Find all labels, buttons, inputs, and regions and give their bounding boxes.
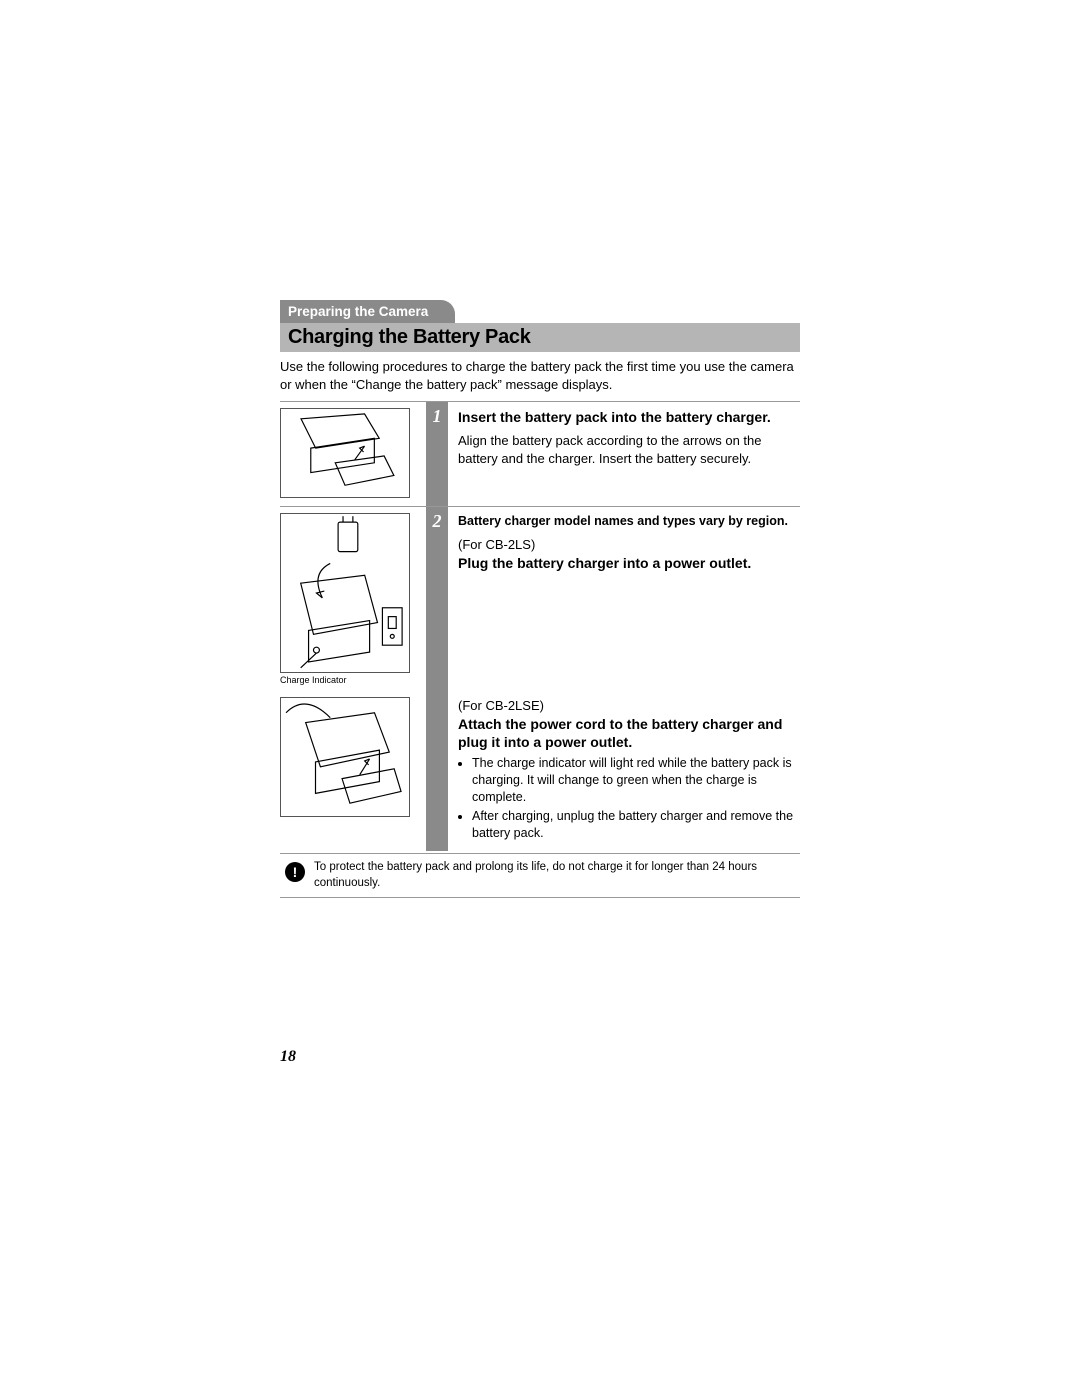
step1-body: Align the battery pack according to the … — [458, 432, 798, 467]
step2a-text: Battery charger model names and types va… — [448, 507, 800, 691]
step2b-variant-label: (For CB-2LSE) — [458, 697, 798, 715]
step2-note: Battery charger model names and types va… — [458, 513, 798, 530]
battery-insert-illustration — [280, 408, 410, 498]
step-number-spacer — [426, 691, 448, 851]
steps-container: 1 Insert the battery pack into the batte… — [280, 401, 800, 851]
step2a-variant-label: (For CB-2LS) — [458, 536, 798, 554]
manual-page: Preparing the Camera Charging the Batter… — [280, 300, 800, 898]
footnote: ! To protect the battery pack and prolon… — [280, 853, 800, 898]
step-row: 1 Insert the battery pack into the batte… — [280, 402, 800, 507]
section-tab-label: Preparing the Camera — [288, 304, 428, 319]
charger-cord-illustration — [280, 697, 410, 817]
footnote-text: To protect the battery pack and prolong … — [310, 860, 800, 891]
step2-number: 2 — [433, 511, 442, 531]
step-number-badge: 1 — [426, 402, 448, 506]
step-row: (For CB-2LSE) Attach the power cord to t… — [280, 691, 800, 851]
step-number-badge: 2 — [426, 507, 448, 691]
step2-bullet: After charging, unplug the battery charg… — [472, 808, 798, 842]
intro-paragraph: Use the following procedures to charge t… — [280, 358, 800, 393]
step2a-title: Plug the battery charger into a power ou… — [458, 554, 798, 572]
step2b-illustration-cell — [280, 691, 426, 851]
step2b-text: (For CB-2LSE) Attach the power cord to t… — [448, 691, 800, 851]
step2a-illustration-cell: Charge Indicator — [280, 507, 426, 691]
page-heading: Charging the Battery Pack — [280, 323, 800, 352]
charge-indicator-caption: Charge Indicator — [280, 675, 347, 685]
caution-icon: ! — [280, 860, 310, 891]
step1-number: 1 — [433, 406, 442, 426]
step1-title: Insert the battery pack into the battery… — [458, 408, 798, 426]
step2-bullets: The charge indicator will light red whil… — [458, 755, 798, 841]
section-tab: Preparing the Camera — [280, 300, 455, 323]
page-heading-text: Charging the Battery Pack — [288, 326, 531, 348]
page-number: 18 — [280, 1048, 296, 1066]
step1-illustration-cell — [280, 402, 426, 506]
step2-bullet: The charge indicator will light red whil… — [472, 755, 798, 806]
step2b-title: Attach the power cord to the battery cha… — [458, 715, 798, 751]
step-row: Charge Indicator 2 Battery charger model… — [280, 507, 800, 691]
charger-plug-illustration — [280, 513, 410, 673]
step1-text: Insert the battery pack into the battery… — [448, 402, 800, 506]
